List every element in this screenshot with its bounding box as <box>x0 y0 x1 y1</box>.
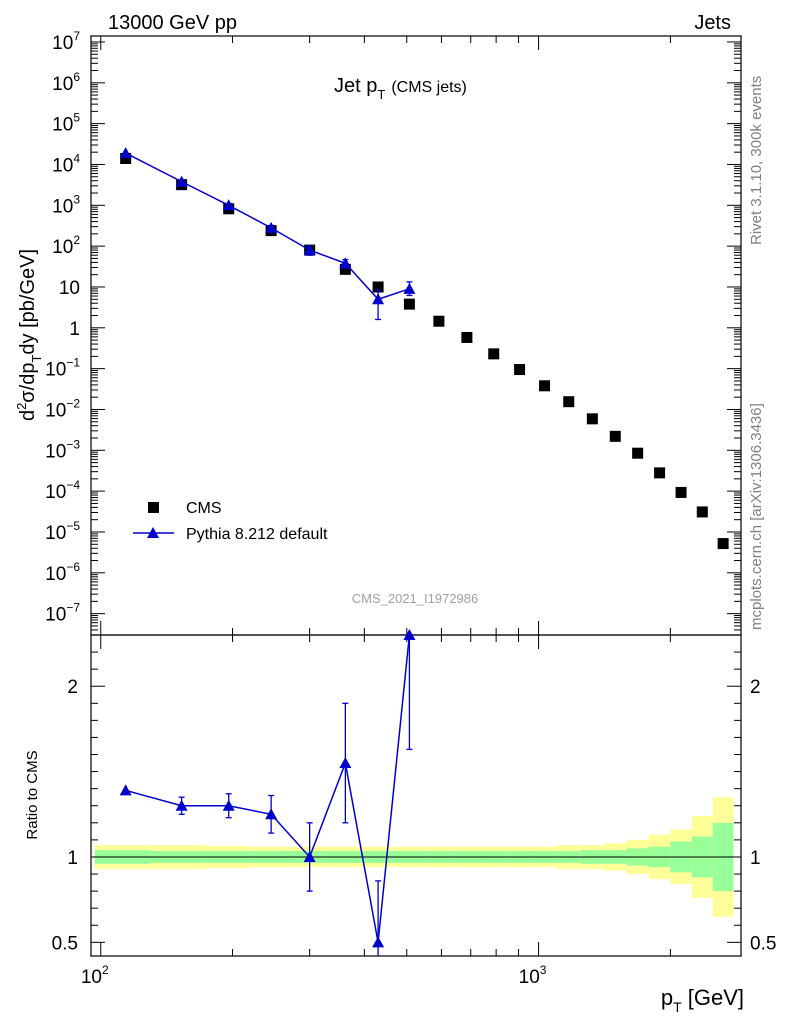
legend-marker-cms <box>148 502 159 513</box>
y-tick-label: 105 <box>52 111 80 136</box>
pythia-ratio-point <box>303 850 316 862</box>
cms-point <box>339 263 351 275</box>
pythia-ratio-point <box>339 757 352 769</box>
ratio-ylabel: Ratio to CMS <box>24 750 41 839</box>
ratio-bands <box>91 797 741 917</box>
pythia-ratio-point <box>175 799 188 811</box>
ratio-tick-label-right: 2 <box>750 677 761 698</box>
x-tick-label: 103 <box>519 963 547 988</box>
pythia-point <box>339 257 352 269</box>
y-tick-label: 10−6 <box>45 560 80 585</box>
ratio-tick-label-left: 0.5 <box>52 933 78 954</box>
side-label-top: Rivet 3.1.10, 300k events <box>748 76 765 245</box>
pythia-ratio-line <box>125 634 411 943</box>
ratio-frame <box>90 634 742 957</box>
x-axis-label: pT [GeV] <box>661 985 744 1015</box>
legend: CMS Pythia 8.212 default <box>133 500 328 543</box>
ratio-tick-label-right: 0.5 <box>750 933 776 954</box>
axes: 102 10310710610510410310210110−110−210−31… <box>45 29 776 988</box>
pythia-point <box>303 244 316 256</box>
main-title: Jet pT (CMS jets) <box>334 75 467 102</box>
header-left: 13000 GeV pp <box>108 12 237 34</box>
y-tick-label: 10−4 <box>45 478 80 503</box>
pythia-point <box>119 147 132 159</box>
cms-point <box>120 153 132 165</box>
header-right: Jets <box>694 12 731 34</box>
main-frame <box>90 35 742 636</box>
pythia-ratio-point <box>403 629 416 640</box>
ratio-tick-label-left: 2 <box>67 677 78 698</box>
cms-point <box>488 348 500 360</box>
y-tick-label: 10 <box>59 278 80 299</box>
cms-point <box>609 430 621 442</box>
y-tick-label: 103 <box>52 192 80 217</box>
y-tick-label: 10−3 <box>45 437 80 462</box>
pythia-ratio-point <box>119 784 132 796</box>
pythia-point <box>372 293 385 305</box>
legend-marker-pythia <box>147 527 159 538</box>
cms-point <box>675 486 687 498</box>
y-tick-label: 10−2 <box>45 396 80 421</box>
legend-label-cms: CMS <box>186 500 222 517</box>
analysis-watermark: CMS_2021_I1972986 <box>352 591 479 606</box>
y-tick-label: 10−1 <box>45 356 80 381</box>
y-tick-label: 107 <box>52 29 80 54</box>
side-label-bottom: mcplots.cern.ch [arXiv:1306.3436] <box>748 403 765 630</box>
y-tick-label: 1 <box>69 319 80 340</box>
cms-point <box>514 364 526 376</box>
pythia-line <box>125 152 410 301</box>
y-tick-label: 10−5 <box>45 519 80 544</box>
cms-point <box>539 380 551 392</box>
pythia-ratio-point <box>222 799 235 811</box>
pythia-point <box>403 282 416 294</box>
y-tick-label: 104 <box>52 151 80 176</box>
cms-point <box>563 396 575 408</box>
cms-point <box>461 331 473 343</box>
y-tick-label: 102 <box>52 233 80 258</box>
ratio-tick-label-right: 1 <box>750 848 761 869</box>
cms-point <box>696 506 708 518</box>
pythia-ratio-point <box>372 936 385 948</box>
y-tick-label: 106 <box>52 70 80 95</box>
legend-label-pythia: Pythia 8.212 default <box>186 526 328 543</box>
main-ylabel: d2σ/dpTdy [pb/GeV] <box>14 249 44 421</box>
cms-point <box>403 298 415 310</box>
cms-point <box>586 413 598 425</box>
cms-point <box>632 447 644 459</box>
cms-point <box>433 315 445 327</box>
pythia-point <box>265 221 278 233</box>
data-marks <box>119 147 729 956</box>
cms-point <box>654 467 666 479</box>
x-tick-label: 102 <box>81 963 109 988</box>
pythia-ratio-point <box>265 808 278 820</box>
cms-point <box>717 538 729 550</box>
ratio-tick-label-left: 1 <box>67 848 78 869</box>
pythia-point <box>175 175 188 187</box>
pythia-point <box>222 199 235 211</box>
cms-point <box>372 281 384 293</box>
y-tick-label: 10−7 <box>45 601 80 626</box>
